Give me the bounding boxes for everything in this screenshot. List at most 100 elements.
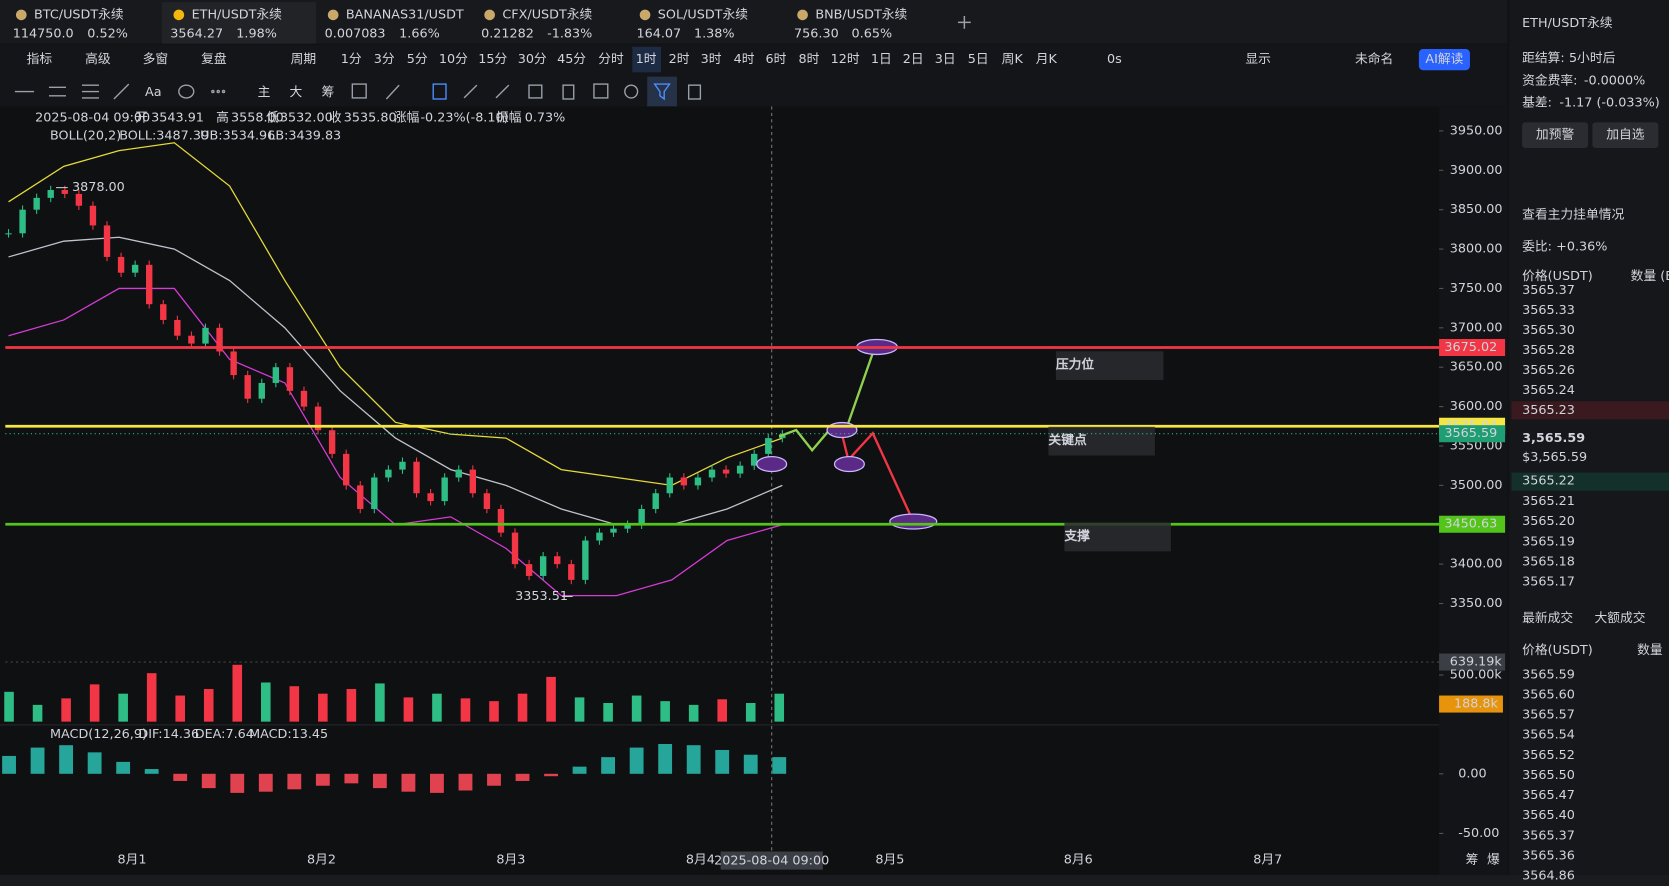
toolbar-item[interactable]: 3分 <box>374 52 395 67</box>
candle <box>258 382 265 399</box>
macd-bar <box>59 745 74 774</box>
ohlc-info: 2025-08-04 09:00 <box>35 111 150 126</box>
tab-name[interactable]: SOL/USDT永续 <box>658 7 748 22</box>
ratio-label: 委比: <box>1522 239 1552 254</box>
volume-bar <box>460 698 471 722</box>
macd-bar <box>372 773 387 789</box>
candle <box>47 189 54 198</box>
toolbar-item[interactable]: 0s <box>1107 52 1122 67</box>
toolbar-item[interactable]: 2时 <box>669 52 690 67</box>
candle <box>103 225 111 257</box>
tool[interactable]: Aa <box>145 85 162 100</box>
volume-tick-label: 500.00k <box>1450 668 1503 683</box>
macd-bar <box>344 773 359 784</box>
tab-change: 1.66% <box>399 27 440 42</box>
volume-bar <box>403 697 414 722</box>
toolbar-item[interactable]: 1时 <box>636 52 657 67</box>
candle <box>188 335 195 344</box>
tab-change: 0.52% <box>87 27 128 42</box>
book-link[interactable]: 查看主力挂单情况 <box>1522 207 1624 223</box>
toolbar-item[interactable]: 12时 <box>831 52 860 67</box>
volume-bar <box>745 703 756 722</box>
side-button[interactable] <box>1592 122 1659 148</box>
volume-bar <box>260 682 271 722</box>
volume-bar <box>517 693 528 722</box>
high-label: 3878.00 <box>72 180 125 195</box>
bid-price: 3565.22 <box>1522 474 1575 489</box>
info-value: -0.0000% <box>1584 73 1645 88</box>
candle <box>160 304 167 320</box>
macd-bar <box>315 773 330 786</box>
toolbar-item[interactable]: 5日 <box>968 52 989 67</box>
toolbar-item[interactable]: 8时 <box>799 52 820 67</box>
info-label: 基差: <box>1522 96 1552 111</box>
price-tick-label: 3900.00 <box>1450 163 1503 178</box>
tab-icon <box>327 9 339 21</box>
info-label: 资金费率: <box>1522 72 1577 88</box>
toolbar-item[interactable]: 分时 <box>598 52 624 67</box>
tab-plus[interactable] <box>957 15 971 29</box>
volume-bar <box>489 701 499 722</box>
toolbar-item[interactable]: 3时 <box>701 52 722 67</box>
ohlc-info: -0.23%(-8.10) <box>420 111 508 126</box>
toolbar-item[interactable]: 1日 <box>871 52 892 67</box>
side-button[interactable] <box>1522 122 1589 148</box>
footer-item[interactable]: 爆 <box>1487 853 1500 868</box>
toolbar-item[interactable]: 复盘 <box>201 51 227 67</box>
target <box>889 513 938 530</box>
tool[interactable]: 筹 <box>321 84 334 100</box>
toolbar-item[interactable]: 周K <box>1002 52 1024 67</box>
toolbar-item[interactable]: 5分 <box>407 52 428 67</box>
toolbar-item[interactable]: 1分 <box>341 52 362 67</box>
toolbar-item[interactable]: AI解读 <box>1425 52 1463 67</box>
macd-bar <box>430 773 444 793</box>
candle <box>652 493 659 509</box>
toolbar-item[interactable]: 6时 <box>766 52 787 67</box>
toolbar-item[interactable]: 未命名 <box>1355 51 1393 67</box>
trade-tab[interactable]: 大额成交 <box>1594 610 1645 626</box>
toolbar-item[interactable]: 4时 <box>734 52 755 67</box>
target <box>833 455 865 473</box>
toolbar-item[interactable]: 10分 <box>439 52 468 67</box>
ohlc-info: 3535.80 <box>344 111 397 126</box>
toolbar-item[interactable]: 月K <box>1036 52 1058 67</box>
tab-name[interactable]: ETH/USDT永续 <box>192 7 283 22</box>
volume-bar <box>232 664 243 722</box>
trade-tab[interactable]: 最新成交 <box>1522 610 1573 626</box>
tab-name[interactable]: CFX/USDT永续 <box>502 7 592 22</box>
volume-bar <box>32 704 43 722</box>
candle <box>694 477 702 486</box>
tab-name[interactable]: BTC/USDT永续 <box>34 7 124 22</box>
date-label: 8月1 <box>117 853 146 868</box>
toolbar-item[interactable]: 多窗 <box>143 52 169 67</box>
toolbar-item[interactable]: 45分 <box>557 52 586 67</box>
toolbar-item[interactable]: 3日 <box>935 52 956 67</box>
tool[interactable]: 大 <box>290 85 303 100</box>
toolbar-item[interactable]: 显示 <box>1245 52 1271 67</box>
toolbar-item[interactable]: 指标 <box>27 52 53 67</box>
price-tick-label: 3850.00 <box>1450 202 1503 217</box>
volume-bar <box>375 683 385 722</box>
tab-name[interactable]: BNB/USDT永续 <box>815 7 907 22</box>
toolbar-item[interactable]: 15分 <box>478 52 507 67</box>
tool[interactable]: 主 <box>258 85 271 100</box>
candle <box>413 461 420 494</box>
volume-bar <box>146 673 157 722</box>
trade-price: 3565.59 <box>1522 667 1575 682</box>
toolbar-item[interactable]: 30分 <box>518 52 547 67</box>
info-label: 距结算: <box>1522 51 1565 66</box>
toolbar-item[interactable]: 高级 <box>85 51 111 67</box>
bull-path <box>778 346 877 453</box>
macd-bar <box>572 766 587 774</box>
macd-bar <box>601 757 616 774</box>
candle <box>117 256 125 273</box>
candle <box>582 540 589 580</box>
macd-bar <box>629 747 644 774</box>
ai-button[interactable] <box>1418 48 1470 71</box>
tab-icon <box>797 9 808 21</box>
tab-price: 114750.0 <box>13 27 74 42</box>
toolbar-item[interactable]: 2日 <box>903 52 924 67</box>
tab-name[interactable]: BANANAS31/USDT <box>346 7 464 22</box>
footer-item[interactable]: 筹 <box>1466 852 1479 868</box>
toolbar-item[interactable]: 周期 <box>291 52 317 67</box>
